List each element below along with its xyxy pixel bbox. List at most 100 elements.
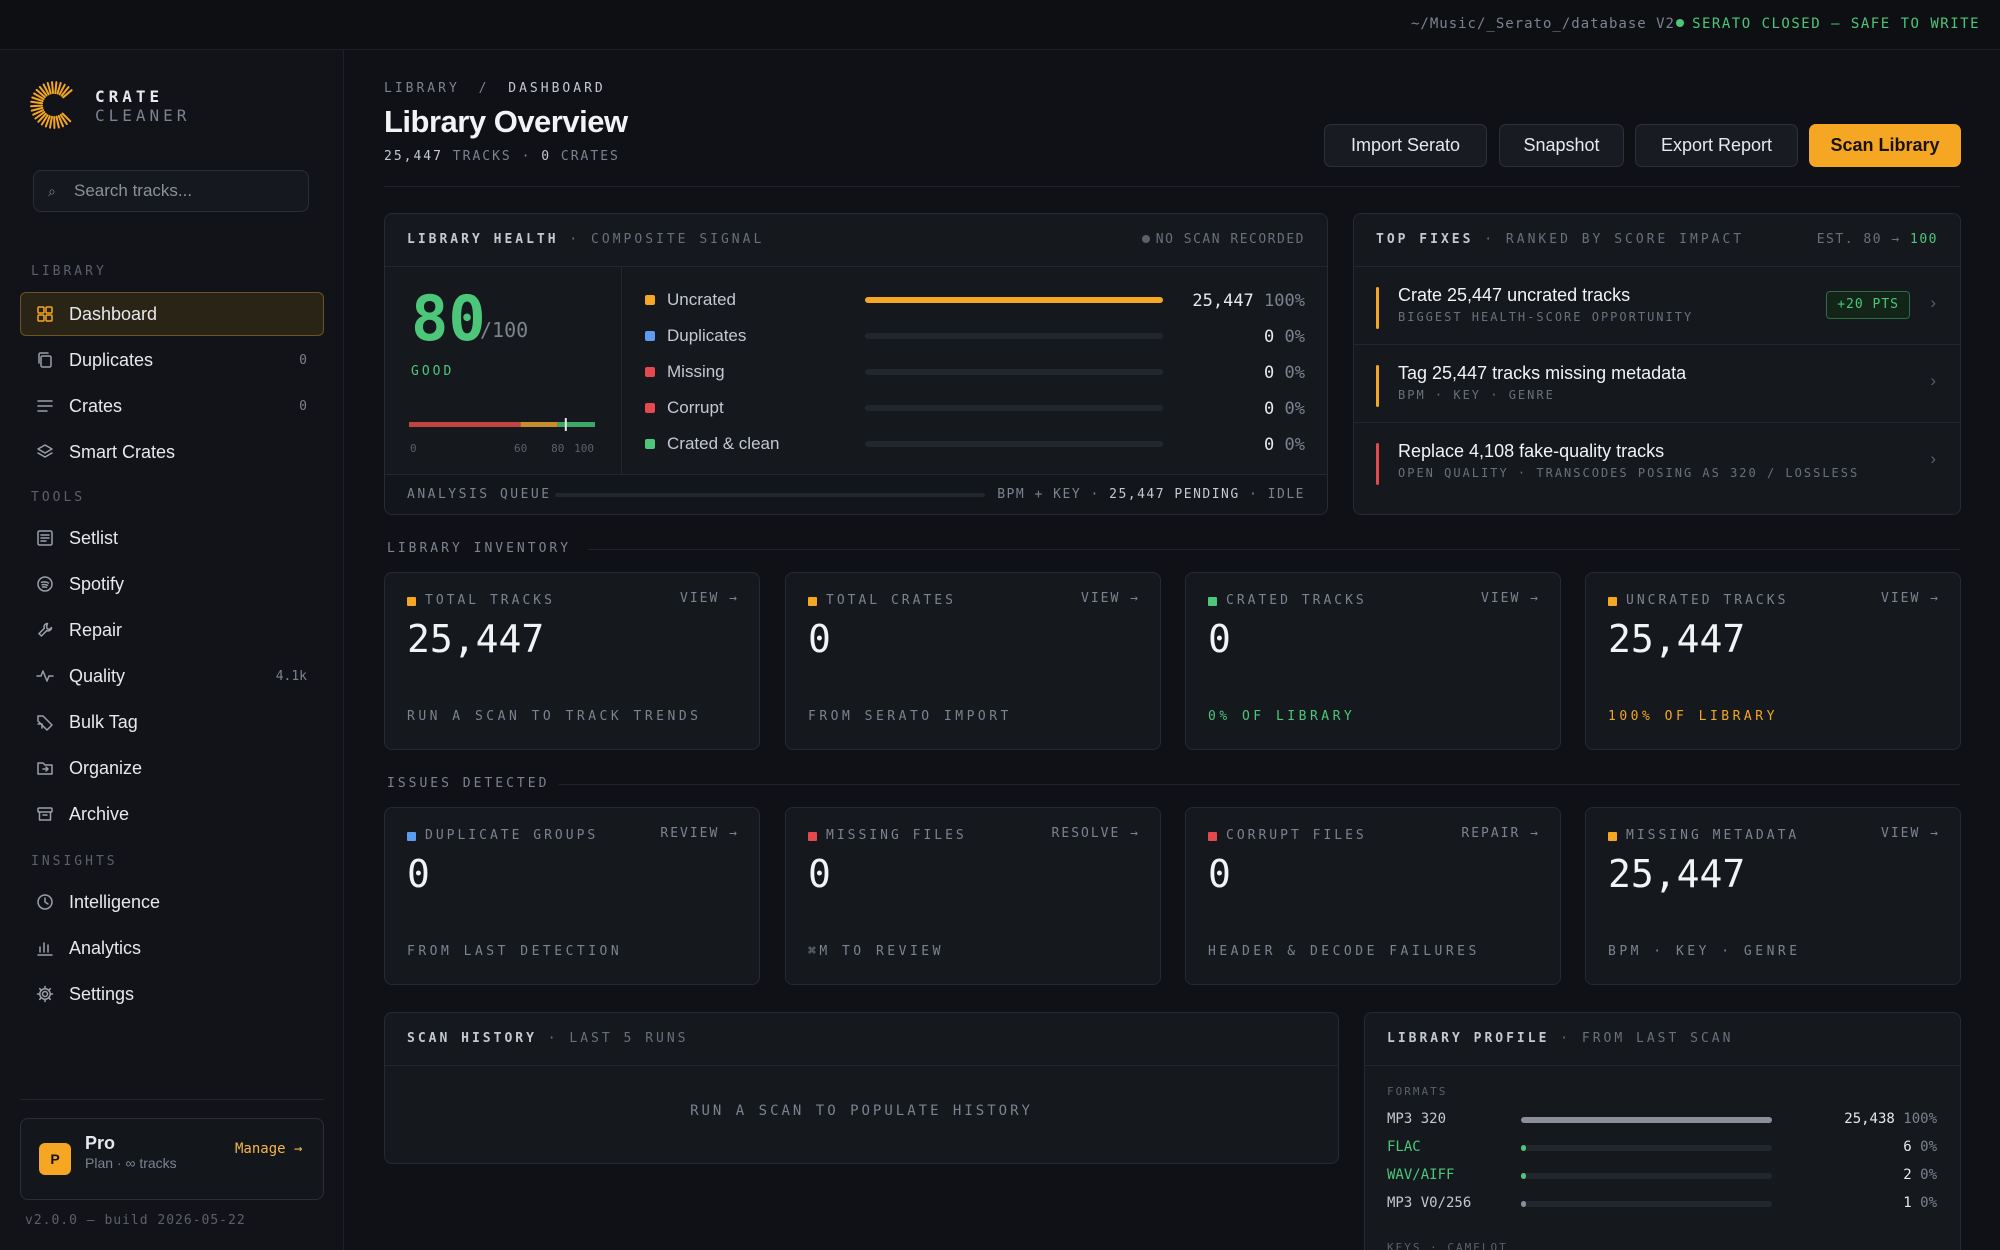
sidebar-item-label: Archive <box>69 804 130 824</box>
fix-item[interactable]: Tag 25,447 tracks missing metadata BPM · … <box>1354 344 1960 422</box>
sidebar-item-bulk-tag[interactable]: Bulk Tag <box>20 700 324 744</box>
breadcrumb-root[interactable]: LIBRARY <box>384 81 460 96</box>
format-count: 6 <box>1903 1139 1912 1155</box>
stat-swatch <box>1608 832 1617 841</box>
stat-value: 0 <box>1208 617 1231 661</box>
health-row[interactable]: Uncrated 25,447 100% <box>645 290 1305 311</box>
fix-title: Crate 25,447 uncrated tracks <box>1398 285 1631 305</box>
stat-value: 0 <box>808 617 831 661</box>
format-row: MP3 V0/256 1 0% <box>1387 1195 1937 1213</box>
format-fill <box>1521 1201 1527 1207</box>
sidebar-item-label: Intelligence <box>69 892 161 912</box>
legend-swatch <box>645 331 655 341</box>
gauge-zone-fair <box>520 422 558 427</box>
format-track <box>1521 1145 1772 1151</box>
health-row-count: 0 <box>1264 399 1275 419</box>
stat-action-link[interactable]: REPAIR → <box>1461 826 1540 841</box>
breadcrumb-current: DASHBOARD <box>508 81 606 96</box>
sidebar-item-count: 0 <box>299 353 307 368</box>
stat-swatch <box>1208 832 1217 841</box>
health-row[interactable]: Corrupt 0 0% <box>645 398 1305 419</box>
health-row-label: Uncrated <box>667 290 736 309</box>
format-percent: 0% <box>1920 1167 1937 1183</box>
format-track <box>1521 1117 1772 1123</box>
format-row: MP3 320 25,438 100% <box>1387 1111 1937 1129</box>
stat-value: 25,447 <box>1608 852 1746 896</box>
sidebar-item-label: Setlist <box>69 528 119 548</box>
health-row-track <box>865 297 1163 303</box>
sidebar-item-analytics[interactable]: Analytics <box>20 926 324 970</box>
scan-library-button[interactable]: Scan Library <box>1809 124 1961 167</box>
stat-action-link[interactable]: VIEW → <box>680 591 739 606</box>
sidebar-item-duplicates[interactable]: Duplicates 0 <box>20 338 324 382</box>
stat-swatch <box>1608 597 1617 606</box>
stat-footnote: BPM · KEY · GENRE <box>1608 944 1801 959</box>
format-track <box>1521 1173 1772 1179</box>
sidebar-item-archive[interactable]: Archive <box>20 792 324 836</box>
sidebar-item-spotify[interactable]: Spotify <box>20 562 324 606</box>
sidebar-item-smart-crates[interactable]: Smart Crates <box>20 430 324 474</box>
library-profile-subtitle: · FROM LAST SCAN <box>1560 1031 1734 1046</box>
brand-line-2: CLEANER <box>95 106 191 125</box>
health-row[interactable]: Crated & clean 0 0% <box>645 434 1305 455</box>
stat-card-total-tracks: TOTAL TRACKS VIEW → 25,447 RUN A SCAN TO TR… <box>384 572 760 750</box>
spotify-icon <box>37 576 53 592</box>
stat-footnote: 0% OF LIBRARY <box>1208 709 1356 724</box>
sidebar-item-repair[interactable]: Repair <box>20 608 324 652</box>
sidebar-item-count: 0 <box>299 399 307 414</box>
sidebar-item-organize[interactable]: Organize <box>20 746 324 790</box>
chevron-right-icon: › <box>1930 371 1936 390</box>
format-value: 1 0% <box>1903 1195 1937 1211</box>
stat-action-link[interactable]: REVIEW → <box>660 826 739 841</box>
sidebar-item-settings[interactable]: Settings <box>20 972 324 1016</box>
import-serato-button[interactable]: Import Serato <box>1324 124 1487 167</box>
stat-action-link[interactable]: VIEW → <box>1881 826 1940 841</box>
manage-plan-link[interactable]: Manage → <box>235 1141 303 1157</box>
sidebar-item-label: Analytics <box>69 938 142 958</box>
library-inventory-line <box>588 549 1960 550</box>
search-input[interactable] <box>74 171 294 211</box>
top-fixes-header: TOP FIXES · RANKED BY SCORE IMPACT <box>1376 232 1744 247</box>
stat-action-link[interactable]: VIEW → <box>1881 591 1940 606</box>
stat-card-crated-tracks: CRATED TRACKS VIEW → 0 0% OF LIBRARY <box>1185 572 1561 750</box>
health-row-label: Missing <box>667 362 725 381</box>
fix-item[interactable]: Crate 25,447 uncrated tracks BIGGEST HEAL… <box>1354 266 1960 344</box>
sidebar-item-intelligence[interactable]: Intelligence <box>20 880 324 924</box>
gauge-tick-label: 60 <box>514 442 527 455</box>
format-count: 25,438 <box>1844 1111 1895 1127</box>
health-row-value: 0 0% <box>1264 327 1305 347</box>
health-row[interactable]: Duplicates 0 0% <box>645 326 1305 347</box>
fix-item[interactable]: Replace 4,108 fake-quality tracks OPEN QU… <box>1354 422 1960 500</box>
export-report-button[interactable]: Export Report <box>1635 124 1798 167</box>
score-estimate-label: EST. 80 → <box>1816 232 1901 247</box>
stat-footnote: HEADER & DECODE FAILURES <box>1208 944 1480 959</box>
sidebar: CRATE CLEANER ⌕ LIBRARY Dashboard Duplica… <box>0 50 344 1250</box>
copy-icon <box>38 352 52 368</box>
header-divider <box>384 186 1960 187</box>
stat-footnote: ⌘M TO REVIEW <box>808 944 944 959</box>
sidebar-item-quality[interactable]: Quality 4.1k <box>20 654 324 698</box>
health-row-percent: 0% <box>1284 399 1305 419</box>
sidebar-item-crates[interactable]: Crates 0 <box>20 384 324 428</box>
tracks-count: 25,447 <box>384 149 443 164</box>
legend-swatch <box>645 439 655 449</box>
sidebar-item-label: Repair <box>69 620 123 640</box>
scan-status-text: NO SCAN RECORDED <box>1155 232 1305 247</box>
health-row[interactable]: Missing 0 0% <box>645 362 1305 383</box>
gauge-zone-good <box>557 422 595 427</box>
stat-action-link[interactable]: VIEW → <box>1481 591 1540 606</box>
library-profile-card: LIBRARY PROFILE · FROM LAST SCAN FORMATS… <box>1364 1012 1961 1250</box>
snapshot-button[interactable]: Snapshot <box>1499 124 1624 167</box>
chevron-right-icon: › <box>1930 293 1936 312</box>
stat-action-link[interactable]: VIEW → <box>1081 591 1140 606</box>
fix-severity-bar <box>1376 287 1379 329</box>
sidebar-item-label: Spotify <box>69 574 125 594</box>
sidebar-item-dashboard[interactable]: Dashboard <box>20 292 324 336</box>
format-fill <box>1521 1173 1527 1179</box>
folder-icon <box>37 762 53 775</box>
search-box[interactable]: ⌕ <box>33 170 309 212</box>
sidebar-item-setlist[interactable]: Setlist <box>20 516 324 560</box>
stat-action-link[interactable]: RESOLVE → <box>1051 826 1140 841</box>
stat-footnote: FROM SERATO IMPORT <box>808 709 1012 724</box>
library-health-card: LIBRARY HEALTH · COMPOSITE SIGNAL NO SCA… <box>384 213 1328 515</box>
